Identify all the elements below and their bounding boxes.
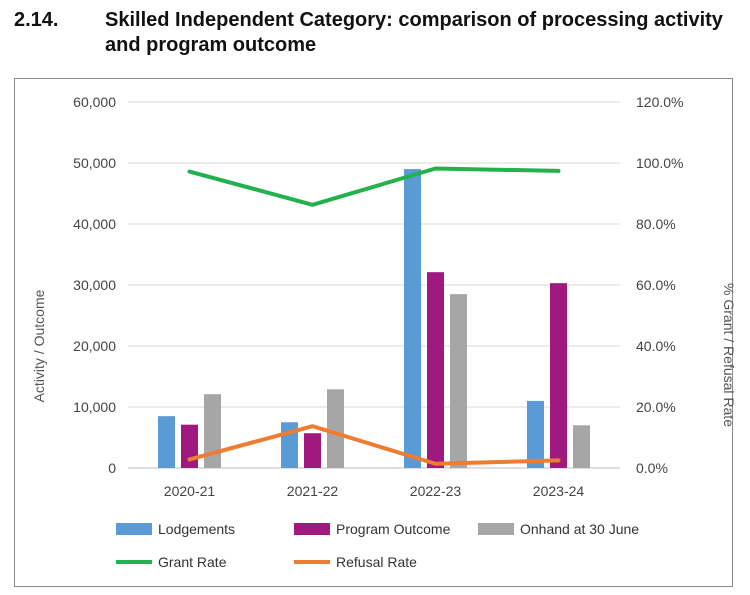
legend-label: Refusal Rate [336, 554, 417, 570]
legend: Lodgements Program Outcome Onhand at 30 Ju… [116, 521, 639, 570]
bar-program-outcome-2020-21 [181, 424, 198, 468]
y2-tick-label: 40.0% [636, 338, 676, 354]
y-tick-label: 50,000 [73, 155, 116, 171]
bar-lodgements-2020-21 [158, 416, 175, 468]
y-tick-label: 10,000 [73, 399, 116, 415]
bar-onhand-at-30-june-2021-22 [327, 389, 344, 468]
bar-onhand-at-30-june-2023-24 [573, 425, 590, 468]
left-axis-ticks: 0 10,000 20,000 30,000 40,000 50,000 60,000 [73, 94, 116, 476]
y-tick-label: 60,000 [73, 94, 116, 110]
legend-label: Onhand at 30 June [520, 521, 639, 537]
legend-item-refusal-rate: Refusal Rate [294, 554, 417, 570]
chart-frame [14, 78, 733, 587]
y2-tick-label: 60.0% [636, 277, 676, 293]
y-tick-label: 0 [108, 460, 116, 476]
x-tick-label: 2023-24 [533, 483, 585, 499]
legend-item-lodgements: Lodgements [116, 521, 235, 537]
line-refusal-rate [187, 424, 561, 466]
lines [187, 166, 561, 466]
legend-label: Program Outcome [336, 521, 451, 537]
legend-swatch [478, 523, 514, 535]
y-axis-label: Activity / Outcome [31, 289, 47, 402]
bar-lodgements-2022-23 [404, 169, 421, 468]
bar-onhand-at-30-june-2022-23 [450, 294, 467, 468]
y2-tick-label: 0.0% [636, 460, 668, 476]
legend-swatch [116, 523, 152, 535]
y-tick-label: 20,000 [73, 338, 116, 354]
legend-item-program-outcome: Program Outcome [294, 521, 451, 537]
x-tick-label: 2020-21 [164, 483, 216, 499]
bar-program-outcome-2021-22 [304, 433, 321, 468]
gridlines [128, 101, 620, 469]
y2-tick-label: 120.0% [636, 94, 683, 110]
legend-item-onhand-at-30-june: Onhand at 30 June [478, 521, 639, 537]
y2-tick-label: 100.0% [636, 155, 683, 171]
right-axis-ticks: 0.0% 20.0% 40.0% 60.0% 80.0% 100.0% 120.0% [636, 94, 683, 476]
x-tick-label: 2022-23 [410, 483, 462, 499]
y-tick-label: 40,000 [73, 216, 116, 232]
bar-lodgements-2023-24 [527, 400, 544, 468]
legend-label: Grant Rate [158, 554, 227, 570]
bar-program-outcome-2023-24 [550, 283, 567, 468]
section-title: Skilled Independent Category: comparison… [105, 9, 723, 56]
legend-label: Lodgements [158, 521, 235, 537]
y2-tick-label: 20.0% [636, 399, 676, 415]
y2-axis-label: % Grant / Refusal Rate [721, 283, 737, 427]
bar-program-outcome-2022-23 [427, 272, 444, 468]
x-tick-label: 2021-22 [287, 483, 339, 499]
y2-tick-label: 80.0% [636, 216, 676, 232]
section-number: 2.14. [14, 9, 59, 31]
legend-swatch [294, 523, 330, 535]
bars [158, 169, 590, 468]
bar-onhand-at-30-june-2020-21 [204, 394, 221, 468]
line-grant-rate [187, 166, 561, 207]
category-ticks: 2020-21 2021-22 2022-23 2023-24 [164, 483, 585, 499]
y-tick-label: 30,000 [73, 277, 116, 293]
legend-item-grant-rate: Grant Rate [116, 554, 227, 570]
